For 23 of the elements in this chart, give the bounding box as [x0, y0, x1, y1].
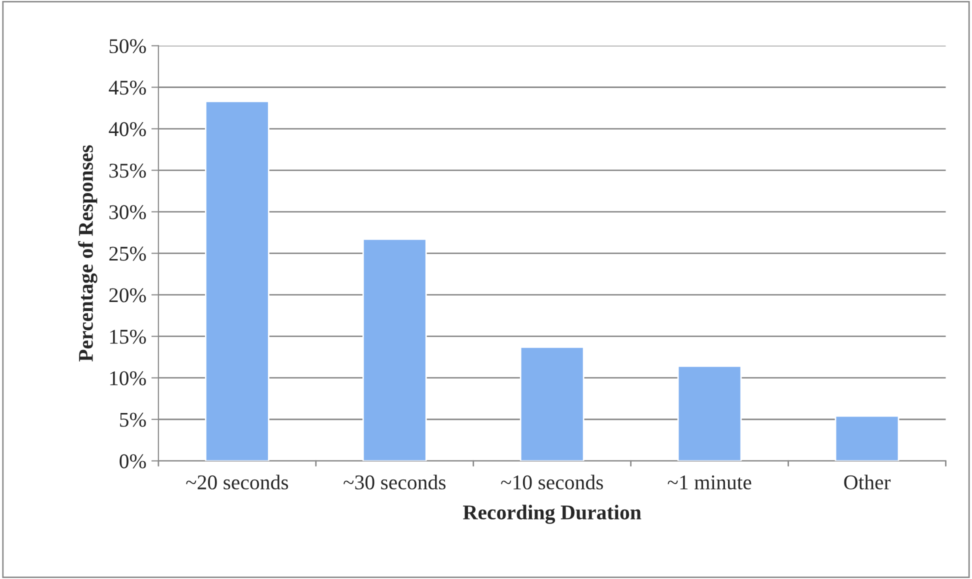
- y-tick-label: 5%: [120, 412, 146, 427]
- y-tick-label: 15%: [110, 330, 146, 344]
- y-tick-label: 45%: [108, 80, 146, 95]
- y-tick-label: 40%: [108, 122, 146, 136]
- x-tick-label: Other: [844, 474, 891, 490]
- y-axis-title: Percentage of Responses: [78, 145, 98, 362]
- bar: [834, 415, 900, 461]
- y-tick-label: 30%: [109, 205, 146, 220]
- x-tick-label: ~20 seconds: [186, 474, 288, 490]
- bar: [204, 100, 270, 461]
- x-tick-label: ~30 seconds: [344, 474, 446, 490]
- x-tick-label: ~1 minute: [668, 475, 752, 490]
- y-tick-label: 10%: [110, 371, 146, 386]
- bar: [677, 366, 742, 461]
- y-tick-label: 50%: [110, 39, 146, 54]
- y-tick-label: 25%: [109, 246, 146, 261]
- y-tick-label: 35%: [109, 164, 146, 178]
- bar: [362, 238, 427, 461]
- bar: [520, 346, 584, 461]
- x-axis-title: Recording Duration: [463, 504, 642, 524]
- y-tick-label: 20%: [109, 288, 146, 302]
- y-tick-label: 0%: [120, 454, 146, 468]
- x-tick-label: ~10 seconds: [501, 474, 603, 490]
